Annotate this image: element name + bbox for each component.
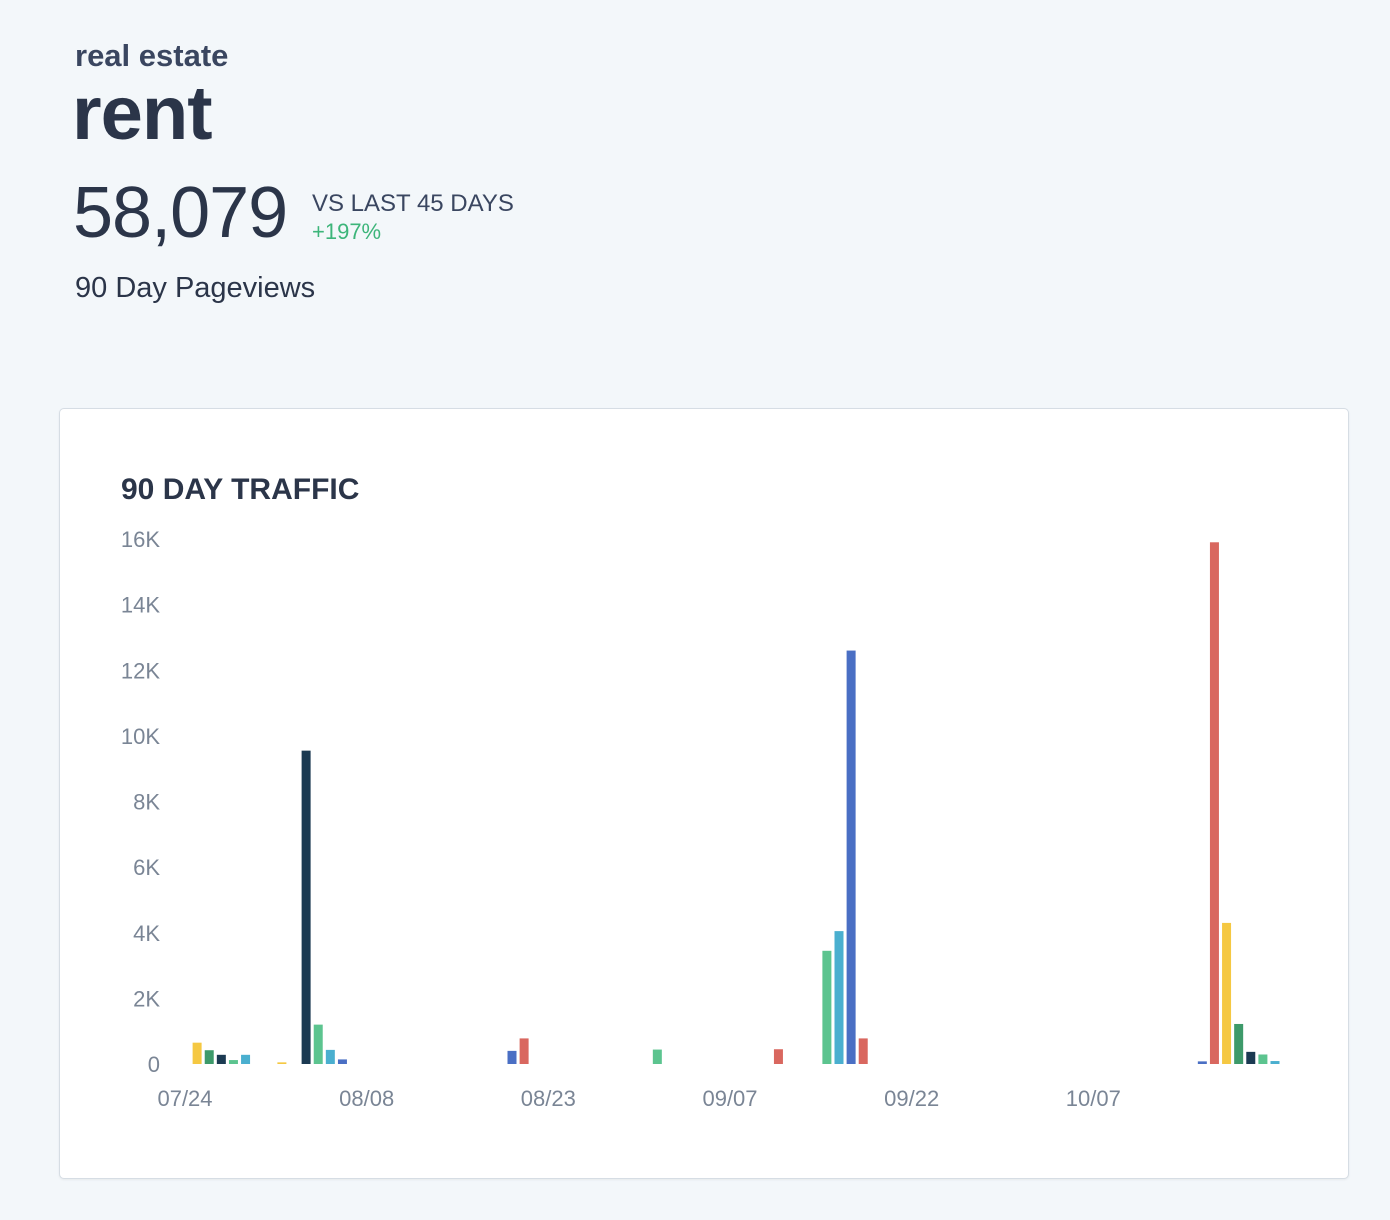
y-tick-label: 14K <box>121 593 160 618</box>
y-tick-label: 8K <box>133 790 160 815</box>
y-tick-label: 0 <box>148 1052 160 1077</box>
page-title: rent <box>72 71 213 156</box>
metric-label: 90 Day Pageviews <box>75 272 316 304</box>
traffic-bar[interactable] <box>834 931 844 1064</box>
traffic-bar[interactable] <box>1270 1061 1280 1064</box>
y-tick-label: 16K <box>121 527 160 552</box>
traffic-bar[interactable] <box>773 1049 783 1064</box>
traffic-bar[interactable] <box>846 650 856 1064</box>
traffic-bar[interactable] <box>228 1060 238 1064</box>
y-tick-label: 6K <box>133 855 160 880</box>
x-tick-label: 10/07 <box>1066 1086 1121 1111</box>
traffic-bar[interactable] <box>822 950 832 1064</box>
traffic-bar[interactable] <box>652 1049 662 1064</box>
traffic-bar[interactable] <box>192 1042 202 1064</box>
x-tick-label: 09/07 <box>702 1086 757 1111</box>
traffic-bar[interactable] <box>337 1059 347 1064</box>
traffic-bar[interactable] <box>858 1038 868 1064</box>
comparison-label: VS LAST 45 DAYS <box>312 190 514 217</box>
traffic-bar[interactable] <box>1258 1054 1268 1064</box>
traffic-bar[interactable] <box>301 750 311 1064</box>
x-tick-label: 08/08 <box>339 1086 394 1111</box>
traffic-bar[interactable] <box>277 1062 287 1064</box>
chart-title: 90 DAY TRAFFIC <box>121 473 360 506</box>
traffic-bar[interactable] <box>241 1054 251 1064</box>
traffic-bar[interactable] <box>1234 1023 1244 1064</box>
y-tick-label: 10K <box>121 724 160 749</box>
traffic-bar[interactable] <box>1197 1061 1207 1064</box>
traffic-bar[interactable] <box>507 1050 517 1064</box>
traffic-bar[interactable] <box>325 1049 335 1064</box>
y-tick-label: 2K <box>133 986 160 1011</box>
x-tick-label: 09/22 <box>884 1086 939 1111</box>
x-tick-label: 08/23 <box>521 1086 576 1111</box>
traffic-card: 0 2K 4K 6K 8K 10K 12K 14K 16K 07/24 08/08 08/23 09/0… <box>59 408 1349 1179</box>
x-tick-label: 07/24 <box>157 1086 212 1111</box>
total-pageviews-value: 58,079 <box>73 173 288 253</box>
traffic-bar[interactable] <box>519 1038 529 1064</box>
change-percent: +197% <box>312 219 382 244</box>
traffic-bar[interactable] <box>1209 542 1219 1064</box>
y-tick-label: 12K <box>121 658 160 683</box>
y-tick-label: 4K <box>133 921 160 946</box>
traffic-bar[interactable] <box>1222 922 1232 1064</box>
traffic-bar[interactable] <box>216 1054 226 1064</box>
category-label: real estate <box>75 38 229 73</box>
traffic-bar[interactable] <box>1246 1051 1256 1064</box>
traffic-chart: 0 2K 4K 6K 8K 10K 12K 14K 16K 07/24 08/08 08/23 09/0… <box>121 527 1280 1111</box>
traffic-bar[interactable] <box>313 1024 323 1064</box>
traffic-bar[interactable] <box>204 1050 214 1064</box>
